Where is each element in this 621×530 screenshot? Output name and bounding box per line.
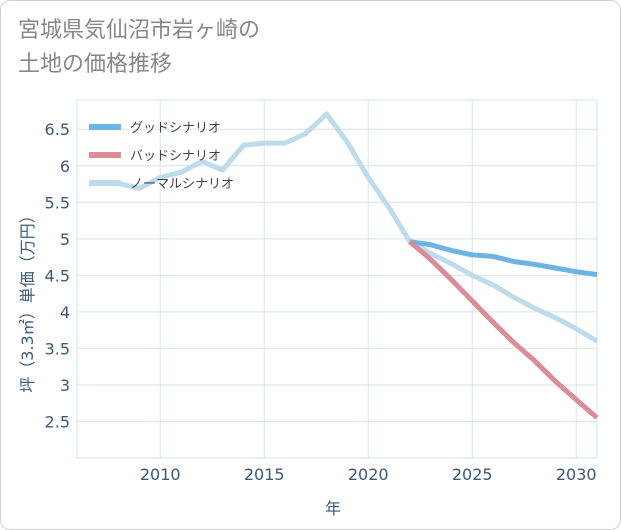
x-tick-label: 2025	[452, 465, 493, 484]
plot-border	[76, 99, 598, 459]
series-line-1	[408, 239, 599, 420]
legend-label-2: ノーマルシナリオ	[130, 177, 234, 192]
y-axis-title: 坪（3.3㎡）単価（万円）	[18, 207, 37, 392]
series-lines	[118, 111, 599, 420]
y-tick-label: 3.5	[45, 339, 70, 358]
x-axis-title: 年	[325, 499, 341, 518]
x-tick-label: 2010	[140, 465, 181, 484]
x-tick-label: 2020	[348, 465, 389, 484]
legend-label-0: グッドシナリオ	[130, 121, 221, 136]
series-line-0	[409, 239, 598, 278]
y-tick-label: 6.5	[45, 120, 70, 139]
y-tick-label: 5.5	[45, 193, 70, 212]
y-tick-label: 3	[60, 376, 70, 395]
x-tick-labels: 2010 2015 2020 2025 2030	[140, 465, 597, 484]
x-tick-label: 2030	[556, 465, 597, 484]
y-tick-label: 4.5	[45, 266, 70, 285]
chart-title: 宮城県気仙沼市岩ヶ崎の 土地の価格推移	[18, 18, 261, 77]
legend-label-1: バッドシナリオ	[130, 149, 221, 164]
y-tick-label: 4	[60, 303, 70, 322]
y-tick-labels: 2.5 3 3.5 4 4.5 5 5.5 6 6.5	[45, 120, 70, 431]
y-tick-label: 6	[60, 157, 70, 176]
grid	[76, 99, 598, 459]
y-tick-label: 5	[60, 230, 70, 249]
y-tick-label: 2.5	[45, 412, 70, 431]
series-line-2	[118, 111, 599, 344]
x-tick-label: 2015	[244, 465, 285, 484]
